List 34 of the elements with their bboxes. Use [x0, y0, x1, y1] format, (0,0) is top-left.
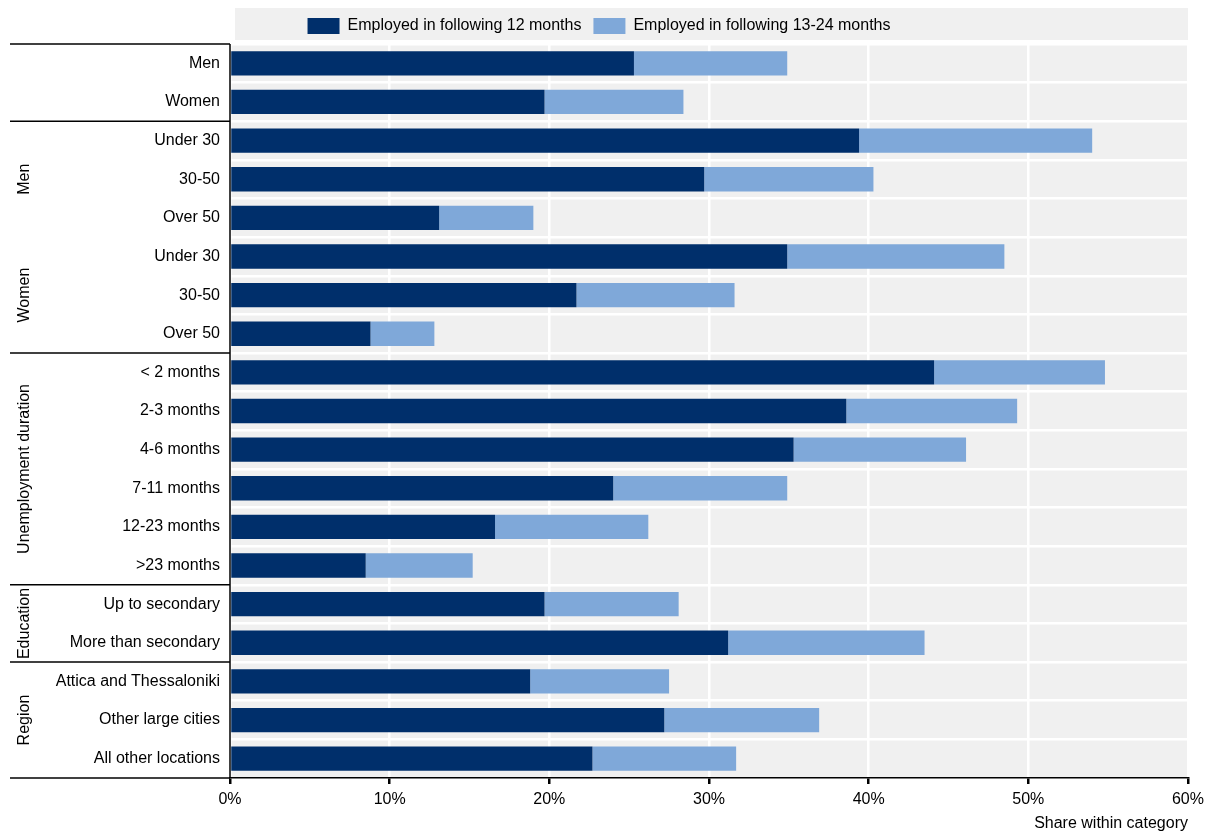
text: Region: [15, 694, 33, 746]
y-tick-label: Attica and Thessaloniki: [55, 671, 220, 689]
y-tick-label: Men: [188, 53, 220, 71]
text: Unemployment duration: [15, 384, 33, 554]
x-tick-label: 40%: [852, 790, 885, 808]
x-axis-title: Share within category: [1034, 813, 1188, 831]
y-tick-label: 7-11 months: [132, 478, 220, 496]
y-tick-label: 30-50: [179, 285, 221, 303]
y-tick-label: 2-3 months: [139, 401, 220, 419]
legend-label: Employed in following 13-24 months: [633, 16, 891, 34]
y-tick-label: Over 50: [163, 208, 221, 226]
y-tick-label: < 2 months: [140, 362, 220, 380]
x-tick-label: 50%: [1012, 790, 1045, 808]
text: Men: [15, 163, 33, 195]
x-tick-label: 20%: [533, 790, 566, 808]
x-tick-label: 30%: [692, 790, 726, 808]
x-tick-label: 60%: [1171, 790, 1204, 808]
y-tick-label: Under 30: [154, 130, 221, 148]
y-tick-label: Over 50: [163, 324, 221, 342]
y-tick-label: Other large cities: [99, 710, 220, 728]
legend-label: Employed in following 12 months: [347, 16, 582, 34]
y-tick-label: Under 30: [154, 246, 221, 264]
text: Women: [15, 267, 33, 323]
y-tick-label: Women: [165, 92, 220, 110]
y-tick-label: 12-23 months: [122, 517, 220, 535]
y-tick-label: 4-6 months: [139, 440, 220, 458]
x-tick-label: 0%: [218, 790, 242, 808]
y-tick-label: Up to secondary: [103, 594, 220, 612]
y-tick-label: >23 months: [135, 555, 220, 573]
y-tick-label: 30-50: [179, 169, 221, 187]
y-tick-label: More than secondary: [69, 633, 220, 651]
x-tick-label: 10%: [373, 790, 406, 808]
y-tick-label: All other locations: [93, 749, 220, 767]
text: Education: [15, 587, 33, 660]
